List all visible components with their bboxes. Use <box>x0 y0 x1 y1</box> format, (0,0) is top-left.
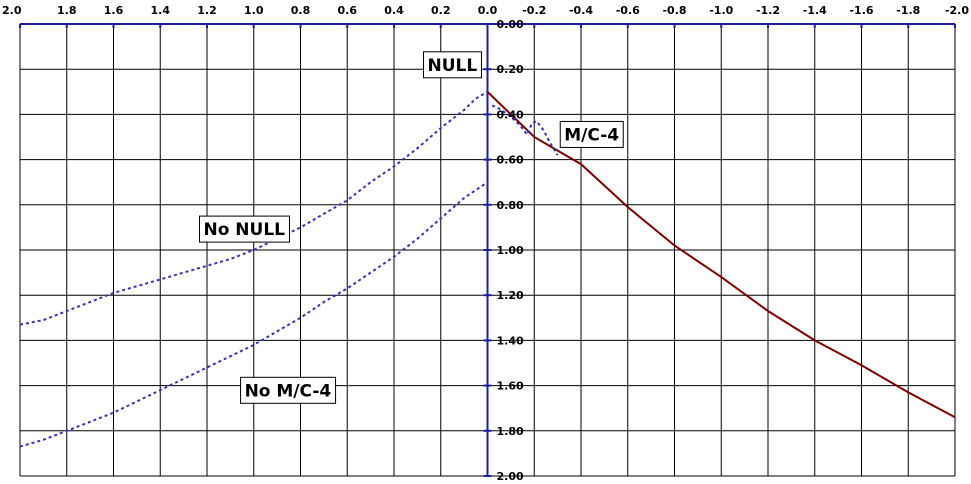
x-tick-label: 0.8 <box>291 4 311 17</box>
x-tick-label: 0.0 <box>478 4 498 17</box>
x-tick-labels: 2.0 1.8 1.6 1.4 1.2 1.0 0.8 0.6 0.4 0.2 0.0 -0.2 -0.… <box>2 4 969 17</box>
annotation-box <box>240 376 337 404</box>
annotation-null: NULL <box>423 51 482 79</box>
series-layer <box>19 90 956 448</box>
series-line-no-m-c-4 <box>19 181 489 448</box>
y-tick-label: 1.60 <box>497 380 524 393</box>
x-tick-label: 0.2 <box>431 4 451 17</box>
x-tick-label: -1.0 <box>709 4 733 17</box>
y-tick-label: 0.40 <box>497 108 524 121</box>
annotation-box <box>198 215 290 243</box>
y-tick-label: 1.00 <box>497 244 524 257</box>
x-tick-label: -1.8 <box>896 4 920 17</box>
annotation-no-m-c-4: No M/C-4 <box>240 376 337 404</box>
x-tick-label: 1.0 <box>244 4 264 17</box>
annotation-box <box>559 120 624 148</box>
x-tick-label: -1.6 <box>849 4 873 17</box>
x-tick-label: -1.2 <box>756 4 780 17</box>
y-tick-label: 0.20 <box>497 63 524 76</box>
y-tick-label: 1.20 <box>497 289 524 302</box>
x-tick-label: -0.4 <box>569 4 593 17</box>
annotation-text: NULL <box>428 56 478 76</box>
annotation-box <box>423 51 482 79</box>
x-tick-label: 1.8 <box>57 4 77 17</box>
x-tick-label: 1.6 <box>104 4 124 17</box>
y-tick-label: 2.00 <box>497 470 524 483</box>
zero-axis <box>19 23 956 477</box>
x-tick-label: -2.0 <box>945 4 969 17</box>
x-tick-label: -0.6 <box>616 4 640 17</box>
annotation-no-null: No NULL <box>198 215 290 243</box>
y-tick-label: 0.80 <box>497 199 524 212</box>
annotations: NULL M/C-4 No NULL No M/C-4 <box>198 51 624 404</box>
series-line-no-null <box>19 90 489 326</box>
x-tick-label: 0.4 <box>384 4 404 17</box>
y-tick-labels: 0.00 0.20 0.40 0.60 0.80 1.00 1.20 1.40 1.60 1.80… <box>497 18 524 483</box>
y-tick-label: 1.40 <box>497 334 524 347</box>
y-tick-label: 1.80 <box>497 425 524 438</box>
annotation-text: M/C-4 <box>564 125 619 145</box>
x-tick-label: 2.0 <box>2 4 22 17</box>
x-tick-label: 1.4 <box>151 4 171 17</box>
x-tick-label: -0.8 <box>662 4 686 17</box>
annotation-text: No NULL <box>203 220 285 240</box>
y-tick-label: 0.00 <box>497 18 524 31</box>
y-tick-label: 0.60 <box>497 154 524 167</box>
x-tick-label: -0.2 <box>522 4 546 17</box>
annotation-text: No M/C-4 <box>245 381 332 401</box>
x-tick-label: 0.6 <box>338 4 358 17</box>
x-tick-label: -1.4 <box>803 4 827 17</box>
x-tick-label: 1.2 <box>197 4 217 17</box>
annotation-m-c-4: M/C-4 <box>559 120 624 148</box>
series-line-null <box>486 91 956 419</box>
